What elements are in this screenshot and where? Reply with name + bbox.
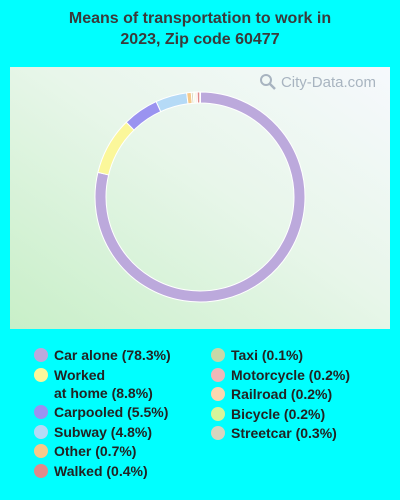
watermark-text: City-Data.com <box>280 73 376 91</box>
legend-item-motorcycle: Motorcycle (0.2%) <box>211 366 350 384</box>
plot-area: City-Data.com <box>10 67 390 329</box>
legend-label: Railroad (0.2%) <box>231 386 333 402</box>
legend-label: Carpooled (5.5%) <box>54 404 169 420</box>
watermark: City-Data.com <box>259 73 376 91</box>
legend-item-walked: Walked (0.4%) <box>34 462 171 480</box>
legend-label: Taxi (0.1%) <box>231 347 304 363</box>
legend-item-taxi: Taxi (0.1%) <box>211 346 350 364</box>
legend-swatch <box>211 406 225 421</box>
legend-item-carpooled: Carpooled (5.5%) <box>34 403 171 421</box>
chart-title: Means of transportation to work in 2023,… <box>0 8 400 50</box>
legend-item-other: Other (0.7%) <box>34 442 171 460</box>
donut-chart <box>94 91 306 303</box>
legend-item-railroad: Railroad (0.2%) <box>211 385 350 403</box>
legend-label: Car alone (78.3%) <box>54 347 171 363</box>
legend-label: Bicycle (0.2%) <box>231 405 326 422</box>
legend-item-streetcar: Streetcar (0.3%) <box>211 424 350 442</box>
legend-swatch <box>211 426 225 440</box>
slice-subway <box>155 92 189 113</box>
legend-item-worked-at-home: Worked at home (8.8%) <box>34 366 171 402</box>
legend-column-right: Taxi (0.1%) Motorcycle (0.2%) Railroad (0.… <box>211 346 350 444</box>
legend-item-bicycle: Bicycle (0.2%) <box>211 405 350 423</box>
legend-swatch <box>211 348 225 362</box>
legend-label: Streetcar (0.3%) <box>231 425 337 441</box>
slice-worked-at-home <box>97 121 135 176</box>
legend-swatch <box>211 387 225 401</box>
legend-swatch <box>34 405 48 419</box>
legend-swatch <box>34 348 48 362</box>
legend-swatch <box>211 367 225 382</box>
chart-title-line-1: Means of transportation to work in <box>68 10 332 27</box>
legend-swatch <box>34 367 48 382</box>
legend-label: Subway (4.8%) <box>54 423 153 440</box>
search-icon <box>259 74 276 90</box>
legend-label: Worked at home (8.8%) <box>54 366 153 401</box>
slice-taxi <box>199 91 202 104</box>
legend-item-subway: Subway (4.8%) <box>34 423 171 441</box>
legend-label: Walked (0.4%) <box>54 462 148 479</box>
legend-swatch <box>34 463 48 478</box>
legend-swatch <box>34 424 48 439</box>
legend-column-left: Car alone (78.3%) Worked at home (8.8%) Ca… <box>34 346 171 481</box>
chart-title-line-2: 2023, Zip code 60477 <box>120 31 280 48</box>
legend-item-car-alone: Car alone (78.3%) <box>34 346 171 364</box>
slice-carpooled <box>125 100 162 131</box>
legend-swatch <box>34 444 48 458</box>
legend-label: Motorcycle (0.2%) <box>231 366 351 383</box>
legend-label: Other (0.7%) <box>54 443 137 459</box>
